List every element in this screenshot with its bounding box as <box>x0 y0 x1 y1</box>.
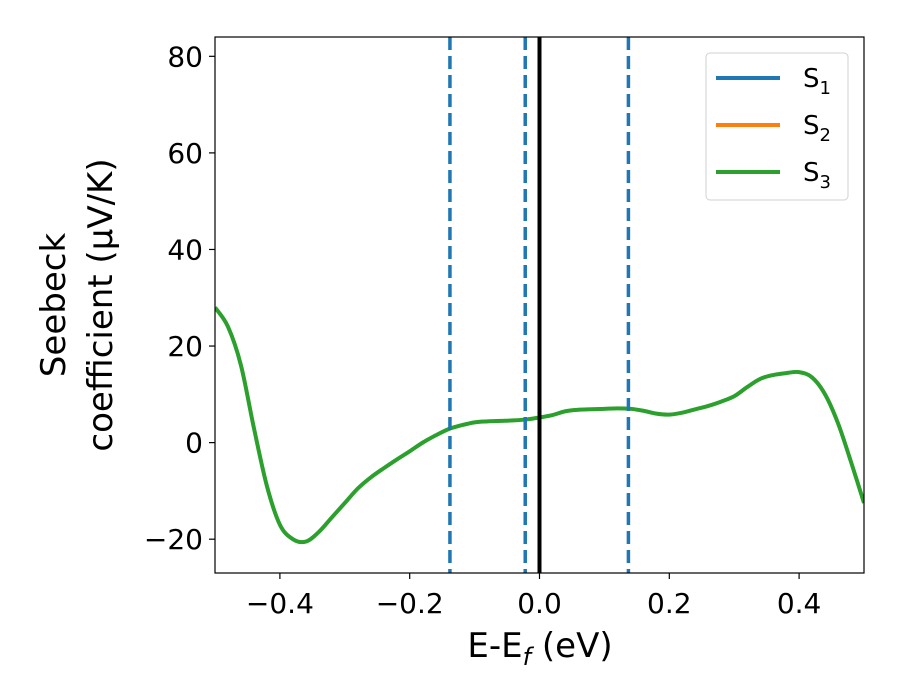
plot-content <box>215 37 864 573</box>
y-axis-ticks: −20 0 20 40 60 80 <box>144 40 215 556</box>
y-tick-label: 40 <box>167 233 203 266</box>
x-axis-ticks: −0.4 −0.2 0.0 0.2 0.4 <box>246 573 821 620</box>
legend: S1 S2 S3 <box>705 52 849 201</box>
y-tick-label: 60 <box>167 137 203 170</box>
x-tick-label: 0.2 <box>647 587 692 620</box>
y-axis-label: Seebeck coefficient (μV/K) <box>34 158 121 451</box>
x-axis-label: E-Ef (eV) <box>467 626 612 671</box>
legend-label-s3: S3 <box>803 158 831 193</box>
legend-label-s1: S1 <box>803 64 831 99</box>
y-tick-label: 80 <box>167 40 203 73</box>
y-tick-label: −20 <box>144 523 203 556</box>
y-tick-label: 0 <box>185 427 203 460</box>
x-tick-label: 0.0 <box>517 587 562 620</box>
y-tick-label: 20 <box>167 330 203 363</box>
legend-label-s2: S2 <box>803 111 831 146</box>
y-axis-label-line2: coefficient (μV/K) <box>81 158 121 451</box>
x-tick-label: 0.4 <box>777 587 822 620</box>
x-tick-label: −0.2 <box>376 587 444 620</box>
x-tick-label: −0.4 <box>246 587 314 620</box>
y-axis-label-line1: Seebeck <box>34 233 74 378</box>
